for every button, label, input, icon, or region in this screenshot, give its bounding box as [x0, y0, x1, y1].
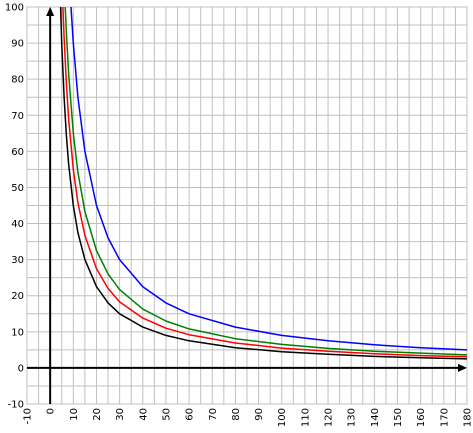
axes [27, 7, 467, 404]
x-tick-label: 60 [185, 408, 196, 421]
y-tick-label: -10 [8, 400, 24, 411]
x-tick-label: 130 [347, 408, 358, 427]
x-tick-label: 100 [277, 408, 288, 427]
series-line-1 [59, 6, 468, 360]
x-tick-label: 170 [439, 408, 450, 427]
y-tick-label: 10 [11, 327, 24, 338]
y-axis-arrow [46, 7, 55, 16]
x-tick-label: 50 [161, 408, 172, 421]
x-tick-label: -10 [23, 408, 34, 424]
x-tick-label: 30 [115, 408, 126, 421]
series-line-4 [70, 6, 468, 351]
grid [26, 6, 468, 405]
y-tick-label: 40 [11, 219, 24, 230]
x-tick-label: 90 [254, 408, 265, 421]
x-tick-label: 110 [300, 408, 311, 427]
y-tick-label: 80 [11, 75, 24, 86]
x-tick-label: 140 [370, 408, 381, 427]
x-tick-label: 40 [138, 408, 149, 421]
x-tick-label: 20 [92, 408, 103, 421]
x-tick-labels: -10 0 10 20 30 40 50 60 70 80 90 100 110 120 130 140 150… [23, 408, 473, 427]
y-tick-labels: -10 0 10 20 30 40 50 60 70 80 90 100 [5, 3, 24, 411]
y-tick-label: 90 [11, 39, 24, 50]
x-tick-label: 70 [208, 408, 219, 421]
series-group [59, 6, 468, 360]
y-tick-label: 70 [11, 111, 24, 122]
series-line-2 [62, 6, 468, 358]
y-tick-label: 60 [11, 147, 24, 158]
series-line-3 [64, 6, 468, 356]
y-tick-label: 30 [11, 255, 24, 266]
y-tick-label: 50 [11, 183, 24, 194]
x-tick-label: 10 [69, 408, 80, 421]
x-axis-arrow [458, 363, 467, 372]
x-tick-label: 180 [463, 408, 473, 427]
x-tick-label: 120 [324, 408, 335, 427]
x-tick-label: 0 [46, 408, 57, 414]
x-tick-label: 150 [393, 408, 404, 427]
x-tick-label: 80 [231, 408, 242, 421]
y-tick-label: 100 [5, 3, 24, 14]
y-tick-label: 20 [11, 291, 24, 302]
x-tick-label: 160 [416, 408, 427, 427]
y-tick-label: 0 [18, 363, 24, 374]
